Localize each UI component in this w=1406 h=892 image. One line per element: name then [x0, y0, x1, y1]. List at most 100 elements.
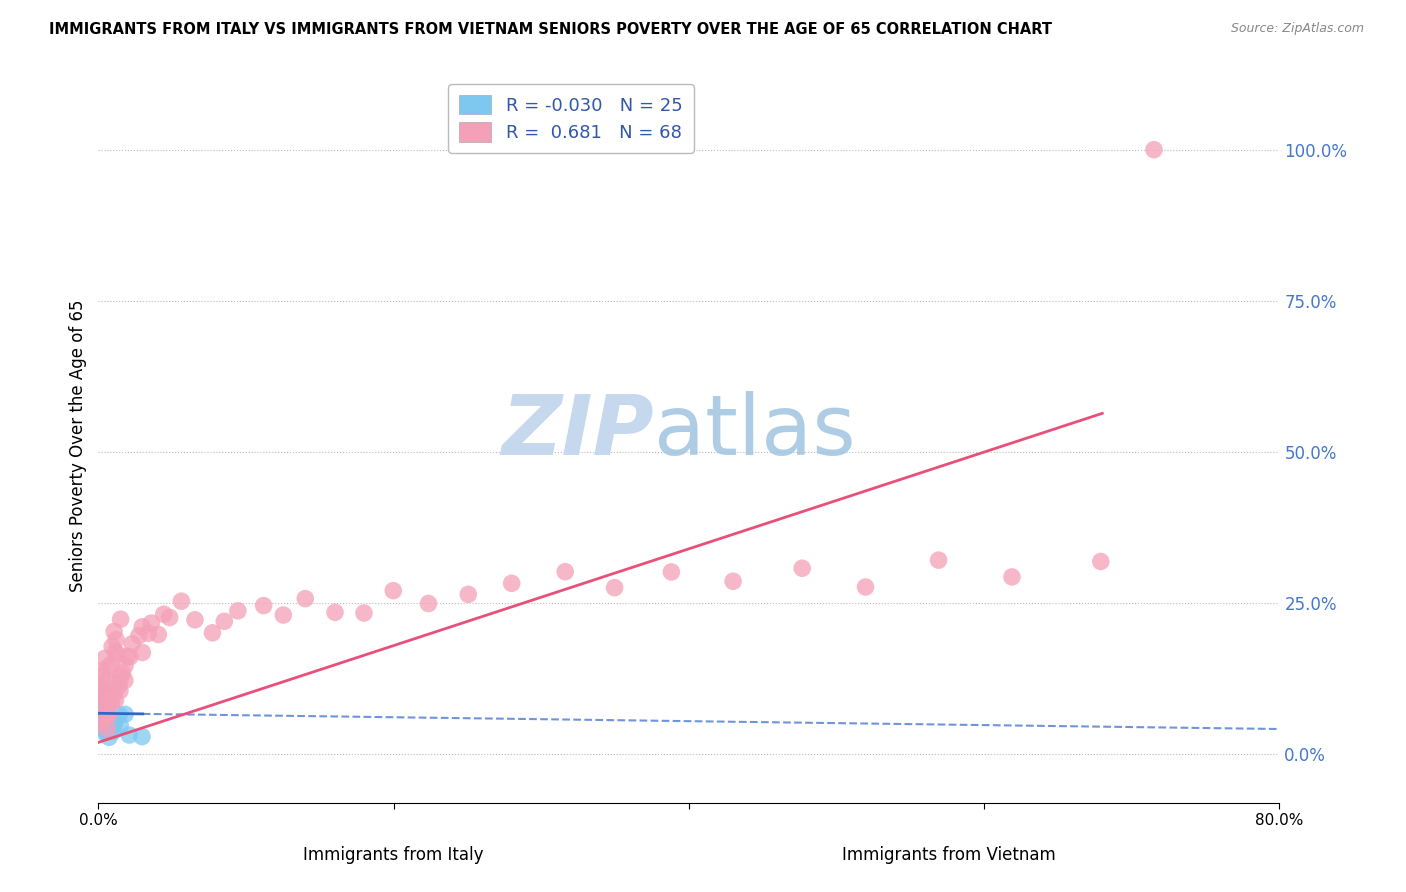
Point — [96, 698, 118, 713]
Point — [721, 574, 744, 589]
Point — [554, 565, 576, 579]
Point — [91, 664, 114, 678]
Point — [121, 637, 143, 651]
Text: IMMIGRANTS FROM ITALY VS IMMIGRANTS FROM VIETNAM SENIORS POVERTY OVER THE AGE OF: IMMIGRANTS FROM ITALY VS IMMIGRANTS FROM… — [49, 22, 1052, 37]
Y-axis label: Seniors Poverty Over the Age of 65: Seniors Poverty Over the Age of 65 — [69, 300, 87, 592]
Point — [294, 591, 316, 606]
Point — [131, 645, 153, 659]
Point — [108, 707, 131, 722]
Point — [89, 679, 111, 693]
Legend: R = -0.030   N = 25, R =  0.681   N = 68: R = -0.030 N = 25, R = 0.681 N = 68 — [449, 84, 693, 153]
Point — [104, 645, 127, 659]
Point — [928, 553, 950, 567]
Point — [97, 708, 120, 723]
Point — [457, 587, 479, 601]
Point — [105, 632, 128, 647]
Point — [131, 620, 153, 634]
Point — [89, 711, 111, 725]
Point — [131, 730, 153, 744]
Point — [184, 613, 207, 627]
Point — [114, 673, 136, 688]
Text: Source: ZipAtlas.com: Source: ZipAtlas.com — [1230, 22, 1364, 36]
Point — [91, 681, 114, 696]
Point — [141, 615, 163, 630]
Point — [98, 731, 121, 745]
Point — [159, 610, 181, 624]
Point — [96, 684, 118, 698]
Point — [90, 669, 112, 683]
Point — [253, 599, 276, 613]
Point — [226, 604, 249, 618]
Point — [382, 583, 405, 598]
Point — [97, 660, 120, 674]
Text: atlas: atlas — [654, 392, 855, 472]
Point — [353, 606, 375, 620]
Point — [152, 607, 174, 622]
Point — [114, 707, 136, 722]
Point — [659, 565, 682, 579]
Point — [96, 706, 118, 720]
Point — [111, 665, 134, 680]
Point — [148, 627, 170, 641]
Point — [97, 673, 120, 688]
Point — [96, 710, 118, 724]
Point — [100, 657, 122, 672]
Point — [97, 707, 120, 722]
Point — [103, 716, 125, 731]
Point — [1090, 554, 1112, 568]
Point — [104, 693, 127, 707]
Point — [1001, 570, 1024, 584]
Point — [94, 709, 117, 723]
Point — [100, 694, 122, 708]
Point — [1143, 143, 1166, 157]
Point — [855, 580, 877, 594]
Point — [103, 724, 125, 739]
Text: Immigrants from Vietnam: Immigrants from Vietnam — [842, 846, 1056, 863]
Point — [118, 728, 141, 742]
Point — [91, 698, 114, 712]
Point — [98, 690, 121, 705]
Point — [96, 722, 118, 736]
Point — [93, 699, 115, 714]
Point — [96, 723, 118, 738]
Point — [110, 612, 132, 626]
Point — [418, 597, 440, 611]
Text: Immigrants from Italy: Immigrants from Italy — [304, 846, 484, 863]
Point — [110, 719, 132, 733]
Point — [103, 717, 125, 731]
Point — [117, 649, 139, 664]
Point — [201, 625, 224, 640]
Point — [90, 693, 112, 707]
Point — [108, 683, 131, 698]
Point — [170, 594, 193, 608]
Point — [93, 725, 115, 739]
Point — [96, 722, 118, 736]
Point — [90, 722, 112, 736]
Point — [101, 640, 124, 654]
Point — [128, 628, 150, 642]
Point — [91, 706, 114, 720]
Point — [103, 624, 125, 639]
Point — [94, 651, 117, 665]
Point — [271, 608, 294, 623]
Point — [792, 561, 814, 575]
Point — [214, 615, 236, 629]
Point — [114, 658, 136, 673]
Point — [101, 695, 124, 709]
Text: ZIP: ZIP — [501, 392, 654, 472]
Point — [90, 716, 112, 731]
Point — [603, 581, 626, 595]
Point — [96, 686, 118, 700]
Point — [96, 690, 118, 705]
Point — [105, 647, 128, 661]
Point — [91, 712, 114, 726]
Point — [323, 605, 346, 619]
Point — [501, 576, 523, 591]
Point — [93, 714, 115, 728]
Point — [108, 678, 131, 692]
Point — [104, 684, 127, 698]
Point — [110, 670, 132, 684]
Point — [118, 649, 141, 664]
Point — [100, 710, 122, 724]
Point — [97, 716, 120, 731]
